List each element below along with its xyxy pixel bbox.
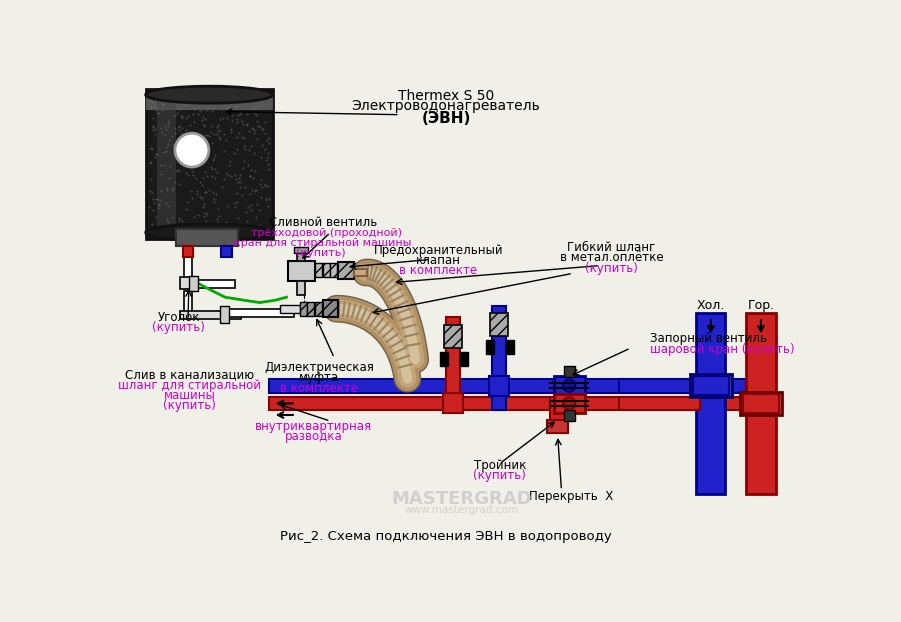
Text: Тройник: Тройник — [474, 459, 526, 472]
Bar — [307, 302, 314, 315]
Text: (купить): (купить) — [473, 470, 526, 482]
Bar — [297, 281, 305, 295]
Bar — [288, 261, 315, 281]
Bar — [443, 394, 463, 414]
Bar — [554, 394, 585, 412]
Bar — [288, 269, 295, 276]
Text: (купить): (купить) — [163, 399, 216, 412]
Text: (купить): (купить) — [152, 321, 205, 333]
Bar — [486, 340, 494, 354]
Circle shape — [563, 397, 576, 410]
Bar — [619, 396, 700, 411]
Text: Гор.: Гор. — [747, 299, 775, 312]
Text: в комплекте: в комплекте — [399, 264, 478, 277]
Bar — [353, 269, 368, 276]
Text: (ЭВН): (ЭВН) — [422, 111, 470, 126]
Bar — [740, 392, 782, 415]
Bar — [492, 305, 506, 410]
Bar — [189, 276, 198, 291]
Bar — [183, 246, 194, 257]
Text: шланг для стиральной: шланг для стиральной — [118, 379, 261, 392]
Bar — [564, 411, 575, 421]
Bar — [158, 92, 177, 234]
Text: Электроводонагреватель: Электроводонагреватель — [351, 100, 541, 113]
Text: www.mastergrad.com: www.mastergrad.com — [405, 504, 518, 514]
Text: Перекрыть  Х: Перекрыть Х — [529, 490, 613, 503]
Text: кран для стиральной машины: кран для стиральной машины — [234, 238, 412, 248]
Text: Слив в канализацию: Слив в канализацию — [125, 368, 254, 381]
Text: в комплекте: в комплекте — [280, 381, 358, 394]
Text: машины: машины — [164, 389, 215, 402]
Text: Уголок: Уголок — [158, 311, 200, 323]
Text: в метал.оплётке: в метал.оплётке — [560, 251, 663, 264]
Text: Рис_2. Схема подключения ЭВН в водопроводу: Рис_2. Схема подключения ЭВН в водопрово… — [280, 530, 612, 543]
Text: Запорный вентиль: Запорный вентиль — [650, 332, 767, 345]
Bar — [177, 230, 238, 246]
Bar — [550, 396, 565, 424]
Bar — [184, 257, 192, 281]
Text: (купить): (купить) — [585, 262, 638, 275]
Bar — [746, 313, 776, 494]
Text: клапан: клапан — [416, 254, 460, 267]
Text: (купить): (купить) — [296, 248, 345, 258]
Bar — [268, 396, 746, 411]
Bar — [315, 302, 322, 315]
Bar — [295, 247, 308, 253]
Bar — [300, 302, 306, 315]
Ellipse shape — [146, 224, 273, 241]
Bar — [440, 352, 448, 366]
Bar — [221, 246, 232, 257]
Bar — [220, 307, 229, 323]
Bar — [443, 325, 462, 348]
Text: MASTERGRAD: MASTERGRAD — [391, 490, 532, 508]
Text: муфта: муфта — [299, 371, 339, 384]
Bar — [489, 376, 509, 396]
Text: Thermex S 50: Thermex S 50 — [398, 88, 494, 103]
Bar — [268, 379, 746, 392]
Bar — [564, 366, 575, 378]
Bar — [690, 374, 732, 397]
Bar — [460, 352, 468, 366]
Text: Предохранительный: Предохранительный — [374, 244, 503, 257]
Bar — [506, 340, 514, 354]
Bar — [229, 310, 295, 317]
Ellipse shape — [146, 86, 273, 103]
Circle shape — [175, 133, 209, 167]
Circle shape — [563, 379, 576, 392]
Text: Сливной вентиль: Сливной вентиль — [268, 216, 377, 229]
Bar — [696, 313, 725, 494]
Bar — [146, 96, 273, 110]
Bar — [323, 263, 330, 277]
Text: Гибкий шланг: Гибкий шланг — [568, 241, 656, 254]
Bar — [547, 420, 569, 434]
Bar — [297, 250, 305, 261]
Bar — [280, 305, 300, 313]
Text: трёхходовой (проходной): трёхходовой (проходной) — [251, 228, 402, 238]
Text: Диэлектрическая: Диэлектрическая — [264, 361, 374, 374]
Bar — [323, 300, 338, 317]
Bar — [619, 379, 696, 392]
Bar — [743, 394, 778, 412]
Bar — [196, 281, 235, 288]
Text: Хол.: Хол. — [696, 299, 725, 312]
Bar — [179, 311, 241, 318]
Text: разводка: разводка — [285, 430, 342, 443]
Bar — [554, 376, 585, 395]
Bar — [446, 317, 460, 410]
Bar — [338, 262, 353, 279]
Bar — [315, 263, 322, 277]
Bar — [490, 313, 508, 337]
Text: шаровой кран (купить): шаровой кран (купить) — [650, 343, 795, 356]
Bar — [331, 263, 337, 277]
Bar — [693, 376, 729, 395]
Text: внутриквартирная: внутриквартирная — [255, 420, 372, 433]
Bar — [146, 88, 273, 239]
Bar — [179, 277, 196, 289]
Bar — [184, 291, 192, 314]
